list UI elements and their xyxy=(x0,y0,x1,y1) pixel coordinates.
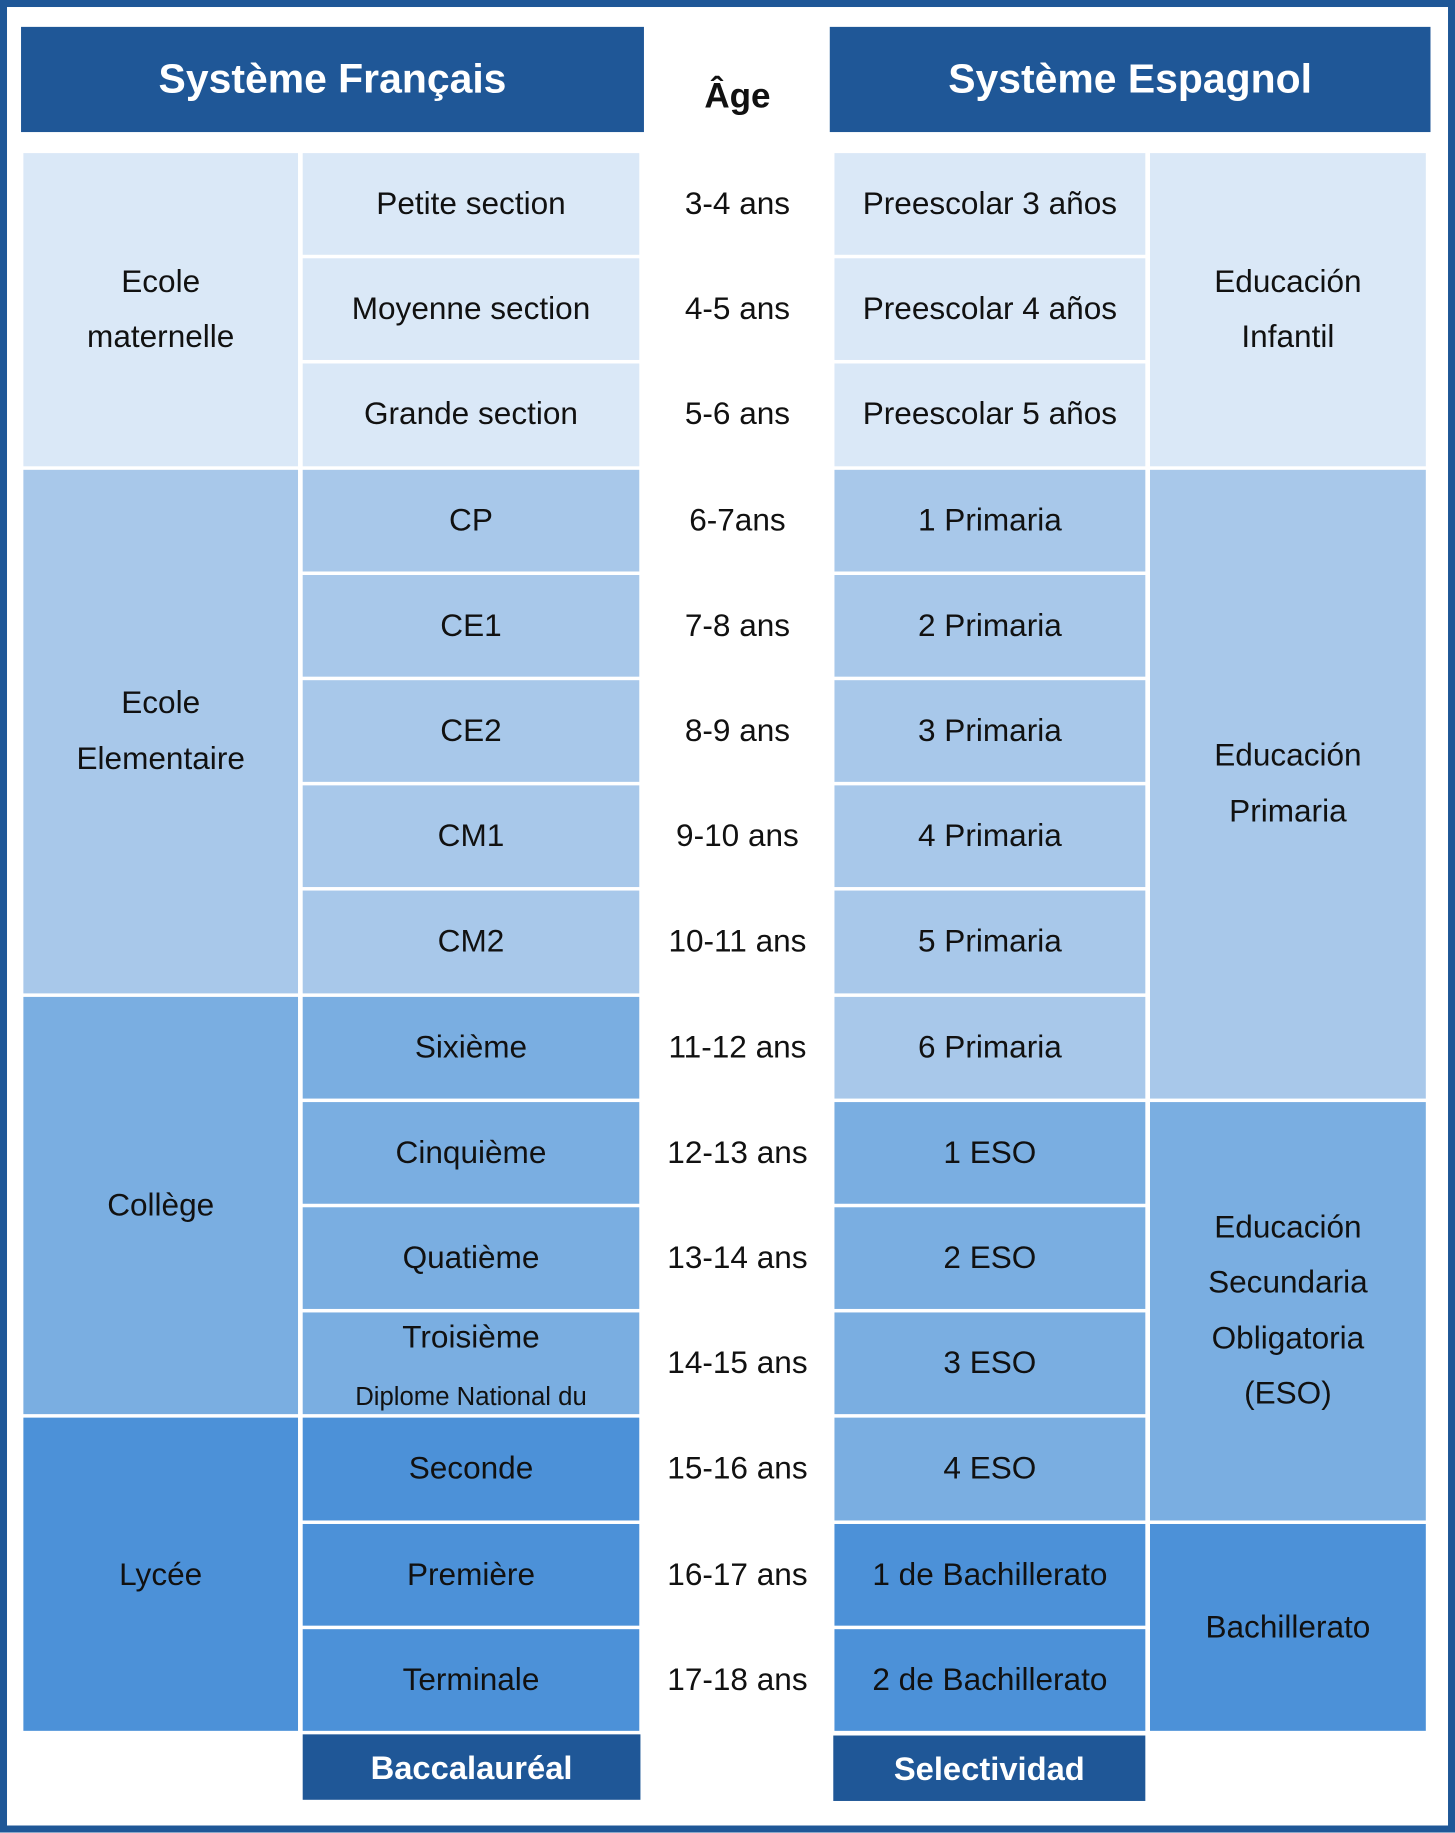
es-level: 4 Primaria xyxy=(834,785,1146,888)
fr-title: Système Français xyxy=(21,26,644,133)
age-title: Âge xyxy=(704,76,771,116)
es-level: 4 ESO xyxy=(834,1418,1146,1520)
age: 13-14 ans xyxy=(667,1239,808,1276)
es-level: 6 Primaria xyxy=(834,996,1146,1099)
age: 3-4 ans xyxy=(684,185,791,221)
fr-group: Collège xyxy=(23,996,299,1415)
age: 16-17 ans xyxy=(667,1556,808,1592)
age: 12-13 ans xyxy=(667,1134,808,1170)
fr-level: CP xyxy=(302,469,640,572)
fr-group: Lycée xyxy=(23,1418,299,1731)
es-level: Preescolar 5 años xyxy=(834,363,1146,466)
es-level: 3 Primaria xyxy=(834,680,1146,783)
es-level: 1 Primaria xyxy=(834,469,1146,572)
es-group: Educación Secundaria Obligatoria (ESO) xyxy=(1150,1101,1426,1521)
age: 7-8 ans xyxy=(684,607,791,643)
fr-group: Ecole Elementaire xyxy=(23,469,299,993)
age: 10-11 ans xyxy=(668,923,807,959)
fr-level: Quatième xyxy=(302,1207,640,1310)
age: 8-9 ans xyxy=(684,712,791,748)
age: 6-7ans xyxy=(689,502,786,538)
es-level: 2 ESO xyxy=(834,1207,1146,1310)
fr-level: Troisième Diplome National du xyxy=(302,1312,640,1415)
es-group: Educación Primaria xyxy=(1150,469,1426,1099)
fr-level: Sixième xyxy=(302,996,640,1099)
es-level: Preescolar 4 años xyxy=(834,258,1146,361)
fr-level: CM2 xyxy=(302,891,640,993)
es-group: Educación Infantil xyxy=(1150,153,1426,466)
fr-level: Grande section xyxy=(302,363,640,466)
fr-level: CE1 xyxy=(302,574,640,677)
age: 4-5 ans xyxy=(684,291,791,327)
fr-level: Première xyxy=(302,1523,640,1626)
fr-level: Cinquième xyxy=(302,1101,640,1204)
fr-level: Terminale xyxy=(302,1628,640,1731)
age: 9-10 ans xyxy=(676,818,799,854)
es-exam: Selectividad xyxy=(833,1735,1146,1801)
es-level: 2 de Bachillerato xyxy=(834,1628,1146,1731)
es-level: 1 de Bachillerato xyxy=(834,1523,1146,1626)
fr-level: Petite section xyxy=(302,153,640,255)
es-level: 2 Primaria xyxy=(834,574,1146,677)
es-level: 1 ESO xyxy=(834,1101,1146,1204)
fr-level: CE2 xyxy=(302,680,640,783)
es-title: Système Espagnol xyxy=(829,26,1431,133)
es-level: 3 ESO xyxy=(834,1312,1146,1415)
age: 15-16 ans xyxy=(667,1450,808,1486)
fr-group: Ecole maternelle xyxy=(23,153,299,466)
age: 5-6 ans xyxy=(684,396,791,432)
fr-level: Moyenne section xyxy=(302,258,640,361)
es-level: Preescolar 3 años xyxy=(834,153,1146,255)
age: 17-18 ans xyxy=(667,1661,808,1697)
age: 11-12 ans xyxy=(668,1029,807,1065)
age: 14-15 ans xyxy=(667,1345,808,1381)
fr-exam: Baccalauréal xyxy=(302,1734,641,1800)
es-level: 5 Primaria xyxy=(834,891,1146,993)
fr-level: Seconde xyxy=(302,1418,640,1520)
fr-level-note: Diplome National du xyxy=(355,1381,587,1412)
es-group: Bachillerato xyxy=(1150,1523,1426,1731)
fr-level: CM1 xyxy=(302,785,640,888)
